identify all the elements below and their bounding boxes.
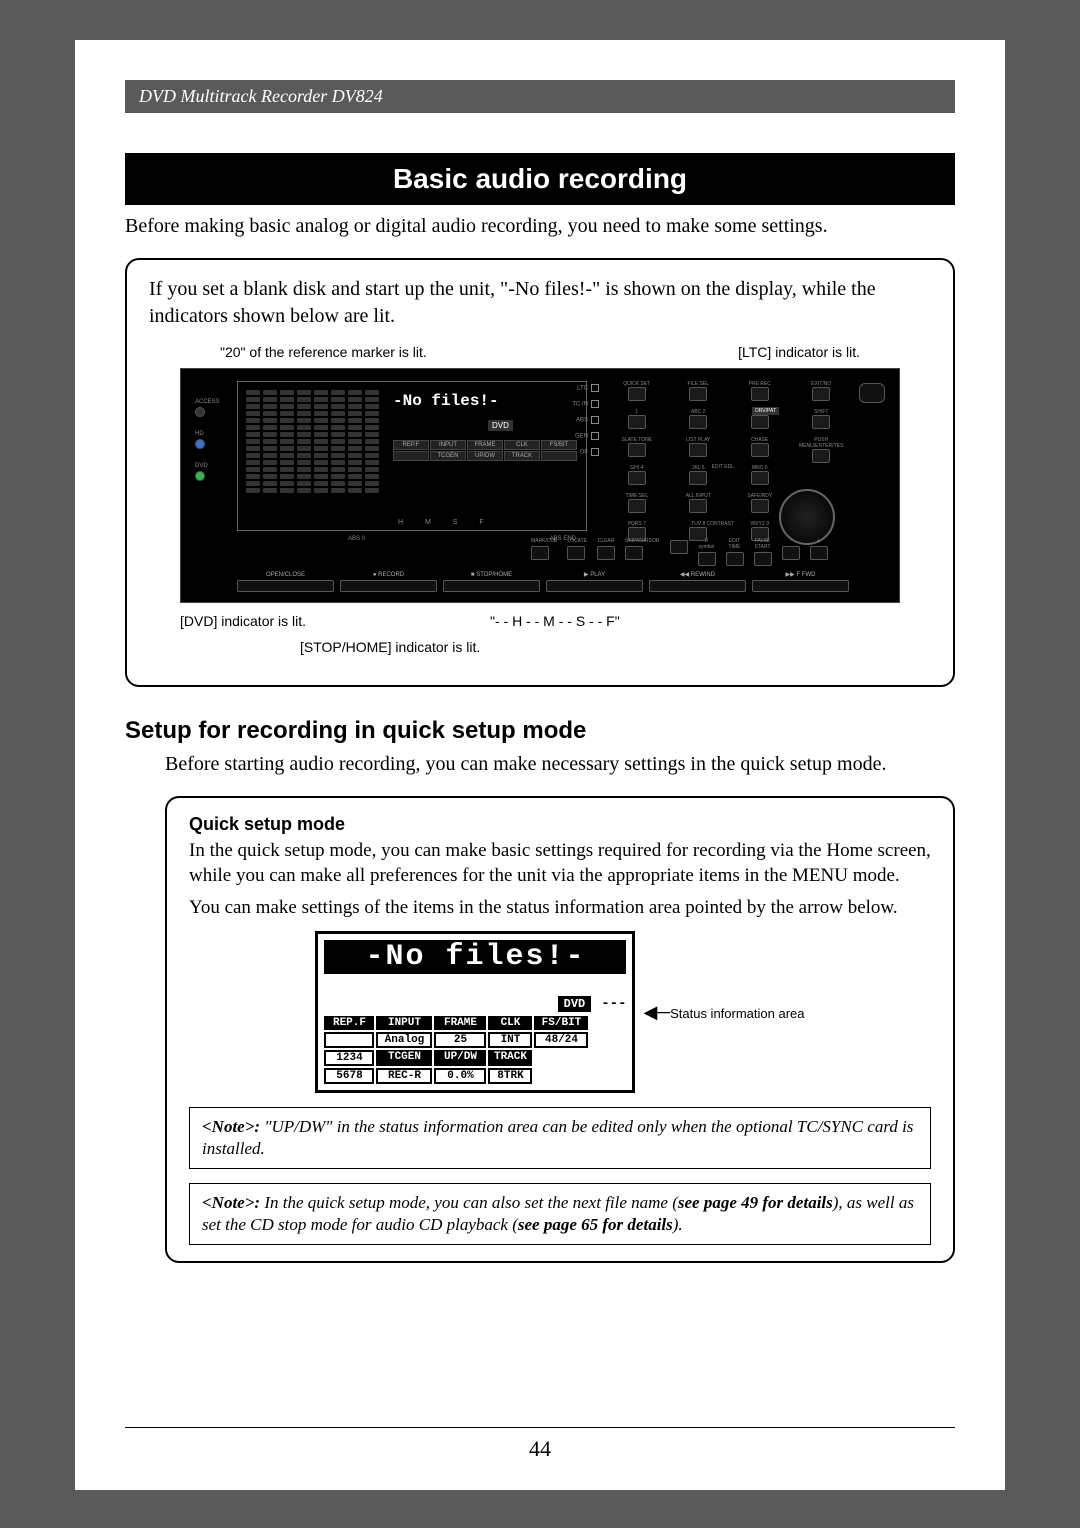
panel-button[interactable]: +: [810, 538, 828, 566]
anno-dvd: [DVD] indicator is lit.: [180, 613, 306, 629]
transport-button[interactable]: ◀◀ REWIND: [649, 571, 746, 592]
led-hd: HD: [195, 431, 220, 449]
page-header: DVD Multitrack Recorder DV824: [125, 80, 955, 113]
anno-ltc: [LTC] indicator is lit.: [738, 344, 860, 360]
anno-stophome: [STOP/HOME] indicator is lit.: [300, 639, 480, 655]
footer-rule: [125, 1427, 955, 1428]
quick-setup-box: Quick setup mode In the quick setup mode…: [165, 796, 955, 1263]
manual-page: DVD Multitrack Recorder DV824 Basic audi…: [75, 40, 1005, 1490]
transport-button[interactable]: ▶▶ F FWD: [752, 571, 849, 592]
device-panel: ACCESS HD DVD: [180, 368, 900, 603]
keypad-button[interactable]: QUICK SET: [609, 381, 665, 403]
bottom-annotations: [DVD] indicator is lit. "- - H - - M - -…: [180, 613, 900, 663]
lcd-dvd-badge: DVD: [488, 420, 513, 431]
zoom-arrow: ◀─Status information area: [643, 1002, 804, 1023]
led-access: ACCESS: [195, 399, 220, 417]
keypad-button[interactable]: 1: [609, 409, 665, 431]
lcd-zoom-screen: -No files!- DVD --- REP.F INPUT FRAME CL…: [315, 931, 635, 1093]
keypad-button[interactable]: SLATE TONE: [609, 437, 665, 459]
device-figure: "20" of the reference marker is lit. [LT…: [180, 344, 900, 663]
df-indicator: DF: [572, 448, 599, 456]
keypad-button[interactable]: FILE SEL: [671, 381, 727, 403]
keypad-button[interactable]: CHASE: [732, 437, 788, 459]
gen-indicator: GEN: [572, 432, 599, 440]
section-title: Basic audio recording: [125, 153, 955, 205]
intro-text: Before making basic analog or digital au…: [125, 213, 955, 240]
hmsf-label: H M S F: [398, 519, 494, 526]
transport-button[interactable]: ● RECORD: [340, 572, 437, 592]
quick-p1: In the quick setup mode, you can make ba…: [189, 839, 931, 888]
panel-button[interactable]: -: [782, 538, 800, 566]
jog-wheel[interactable]: [779, 489, 835, 545]
ltc-indicator: LTC: [572, 384, 599, 392]
top-annotations: "20" of the reference marker is lit. [LT…: [180, 344, 900, 368]
keypad-button[interactable]: ABC 2: [671, 409, 727, 431]
blank-disk-callout: If you set a blank disk and start up the…: [125, 258, 955, 687]
level-meters: [246, 390, 386, 520]
quick-p2: You can make settings of the items in th…: [189, 896, 931, 921]
lcd-display: -No files!- DVD REP.F INPUT FRAME CLK FS…: [237, 381, 587, 531]
keypad-button[interactable]: [794, 465, 850, 487]
bottom-button-row: MARK/CUE LOCATE CLEAR SKIP/CURSOR 0 symbol ED…: [531, 538, 759, 566]
keypad-button[interactable]: GHI 4: [609, 465, 665, 487]
card-slot: [859, 383, 885, 403]
panel-button[interactable]: EDIT TIME: [726, 538, 744, 566]
lcd-message: -No files!-: [393, 392, 499, 410]
zoom-dvd-badge: DVD: [558, 996, 592, 1012]
keypad-button[interactable]: PRE REC: [732, 381, 788, 403]
panel-button[interactable]: MARK/CUE: [531, 538, 557, 566]
page-number: 44: [75, 1436, 1005, 1462]
keypad-button[interactable]: MNO 6: [732, 465, 788, 487]
note-1: <Note>: "UP/DW" in the status informatio…: [189, 1107, 931, 1169]
transport-button[interactable]: ▶ PLAY: [546, 571, 643, 592]
lcd-status-grid: REP.F INPUT FRAME CLK FS/BIT TCGEN UP/DW…: [393, 440, 577, 461]
callout-text: If you set a blank disk and start up the…: [149, 276, 931, 330]
keypad-button[interactable]: ALL INPUT: [671, 493, 727, 515]
anno-hmsf: "- - H - - M - - S - - F": [490, 613, 620, 629]
transport-controls: OPEN/CLOSE ● RECORD ■ STOP/HOME ▶ PLAY ◀◀ RE…: [237, 571, 849, 592]
anno-ref20: "20" of the reference marker is lit.: [220, 344, 427, 360]
keypad-button[interactable]: LIST PLAY: [671, 437, 727, 459]
side-indicator-column: LTC TC IN ABS GEN DF: [572, 384, 599, 456]
abs-indicator: ABS: [572, 416, 599, 424]
panel-button[interactable]: CLEAR: [597, 538, 615, 566]
access-led: [195, 407, 205, 417]
panel-button[interactable]: FALSE START: [754, 538, 772, 566]
keypad-button[interactable]: TIME SEL: [609, 493, 665, 515]
keypad-button[interactable]: SHIFT: [794, 409, 850, 431]
hd-led: [195, 439, 205, 449]
panel-button[interactable]: LOCATE: [567, 538, 587, 566]
lcd-zoom-figure: -No files!- DVD --- REP.F INPUT FRAME CL…: [189, 931, 931, 1093]
transport-button[interactable]: OPEN/CLOSE: [237, 572, 334, 592]
setup-body: Before starting audio recording, you can…: [165, 751, 955, 778]
panel-button[interactable]: SKIP/CURSOR: [625, 538, 659, 566]
led-dvd: DVD: [195, 463, 220, 481]
led-column: ACCESS HD DVD: [195, 399, 220, 481]
setup-heading: Setup for recording in quick setup mode: [125, 717, 955, 745]
note-2: <Note>: In the quick setup mode, you can…: [189, 1183, 931, 1245]
dvd-led: [195, 471, 205, 481]
tcin-indicator: TC IN: [572, 400, 599, 408]
panel-button[interactable]: 0 symbol: [698, 538, 716, 566]
keypad-button[interactable]: PUSH MENU/ENTER/YES: [794, 437, 850, 459]
transport-button[interactable]: ■ STOP/HOME: [443, 572, 540, 592]
quick-heading: Quick setup mode: [189, 814, 931, 835]
keypad-button[interactable]: EXIT/NO: [794, 381, 850, 403]
panel-button[interactable]: [670, 538, 688, 566]
arrow-left-icon: ◀─: [643, 1002, 670, 1022]
zoom-status-grid: REP.F INPUT FRAME CLK FS/BIT Analog 25 I…: [324, 1016, 626, 1084]
zoom-message: -No files!-: [324, 940, 626, 974]
